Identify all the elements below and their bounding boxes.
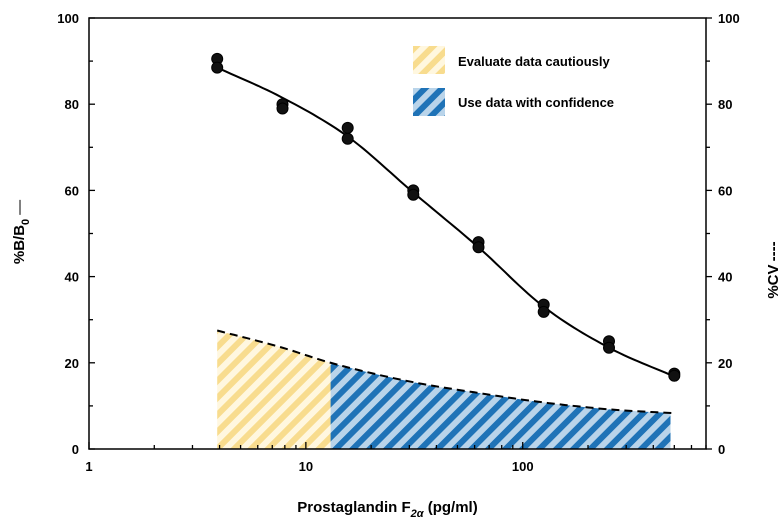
legend: Evaluate data cautiously Use data with c…	[413, 46, 614, 116]
y-tick-label-right: 40	[718, 270, 732, 285]
y-left-title-sub: 0	[20, 219, 32, 225]
data-point	[341, 121, 354, 134]
legend-swatch-confidence	[413, 88, 445, 116]
x-tick-label: 100	[512, 459, 534, 474]
legend-label-caution: Evaluate data cautiously	[458, 54, 610, 69]
binding-points	[211, 52, 681, 382]
x-tick-label: 10	[299, 459, 313, 474]
legend-swatch-caution	[413, 46, 445, 74]
y-tick-label-left: 100	[57, 11, 79, 26]
y-axis-title-left: %B/B0 —	[11, 200, 32, 264]
x-axis-title-main: Prostaglandin F	[297, 499, 410, 516]
y-right-title-marker: ----	[765, 241, 782, 261]
data-point	[407, 188, 420, 201]
data-point	[603, 341, 615, 354]
data-point	[341, 132, 354, 145]
y-tick-label-left: 0	[72, 442, 79, 457]
y-tick-label-left: 20	[65, 356, 79, 371]
x-tick-label: 1	[85, 459, 92, 474]
y-tick-label-right: 20	[718, 356, 732, 371]
y-tick-label-left: 60	[65, 183, 79, 198]
data-point	[276, 102, 289, 115]
y-tick-label-right: 100	[718, 11, 740, 26]
cv-region-confidence	[330, 362, 671, 449]
y-left-title-main: %B/B	[11, 225, 28, 264]
y-tick-label-left: 80	[65, 97, 79, 112]
legend-label-confidence: Use data with confidence	[458, 95, 614, 110]
y-tick-label-left: 40	[65, 270, 79, 285]
y-tick-label-right: 60	[718, 183, 732, 198]
binding-curve	[216, 66, 675, 378]
data-point	[537, 305, 550, 318]
x-axis-title-suffix: (pg/ml)	[424, 499, 478, 516]
y-right-title-main: %CV	[765, 265, 782, 299]
cv-curve	[216, 329, 675, 415]
y-axis-title-right: %CV ----	[765, 241, 782, 298]
x-axis-title-sub: 2α	[410, 508, 425, 520]
data-point	[668, 369, 681, 382]
x-axis-title: Prostaglandin F2α (pg/ml)	[297, 499, 477, 520]
axis-ticks: 0 0 20 20 40 40 60 60 80 80 100 100 1 10 100	[57, 11, 739, 474]
cv-region-caution	[217, 330, 331, 449]
y-tick-label-right: 80	[718, 97, 732, 112]
cv-regions	[217, 330, 671, 449]
y-left-title-marker: —	[11, 200, 28, 215]
y-tick-label-right: 0	[718, 442, 725, 457]
data-point	[472, 241, 485, 254]
data-point	[211, 61, 224, 74]
